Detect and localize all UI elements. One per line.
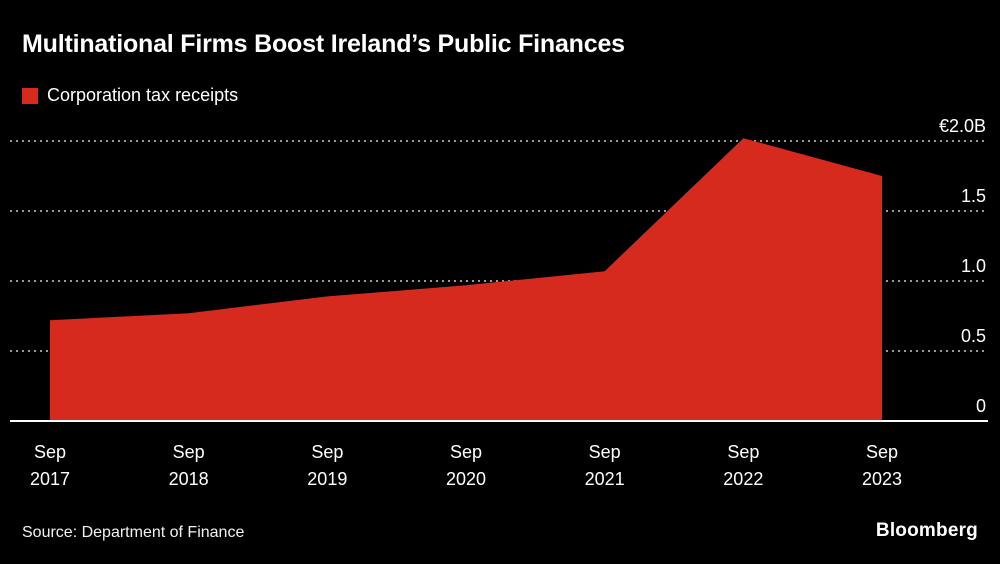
legend-swatch-icon [22,87,38,104]
x-tick-label-month: Sep [727,442,759,462]
x-tick-label-month: Sep [34,442,66,462]
chart-title: Multinational Firms Boost Ireland’s Publ… [22,30,625,58]
x-tick-label-month: Sep [450,442,482,462]
x-tick-label-month: Sep [589,442,621,462]
y-tick-label: 1.5 [961,186,986,206]
y-tick-label: 0.5 [961,326,986,346]
legend: Corporation tax receipts [22,85,238,106]
x-tick-label-year: 2017 [30,469,70,489]
x-tick-label-year: 2022 [723,469,763,489]
x-tick-label-month: Sep [311,442,343,462]
x-tick-label-year: 2021 [585,469,625,489]
legend-label: Corporation tax receipts [47,85,239,105]
x-tick-label-year: 2019 [307,469,347,489]
y-tick-label: €2.0B [939,116,986,136]
x-tick-label-month: Sep [866,442,898,462]
x-tick-label-year: 2023 [862,469,902,489]
bloomberg-logo: Bloomberg [875,520,978,541]
y-tick-label: 0 [976,396,986,416]
x-tick-label-year: 2018 [169,469,209,489]
source-note: Source: Department of Finance [22,524,245,541]
x-tick-label-year: 2020 [446,469,486,489]
y-tick-label: 1.0 [961,256,986,276]
area-series [50,138,882,421]
x-tick-label-month: Sep [173,442,205,462]
